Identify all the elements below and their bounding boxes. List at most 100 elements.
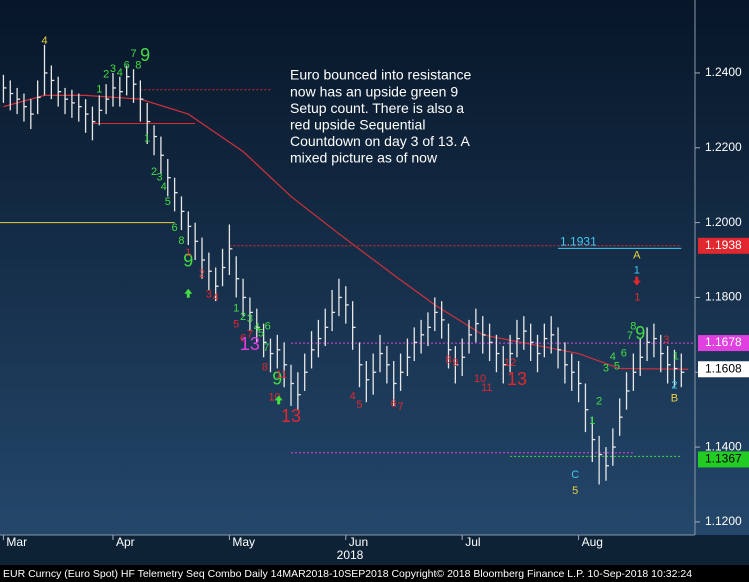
note-line: Countdown on day 3 of 13. A: [290, 133, 470, 149]
td-count: 9: [183, 251, 193, 271]
td-count: 2: [199, 268, 205, 280]
td-count: 8: [178, 235, 184, 247]
td-count: 1: [185, 247, 191, 259]
td-count: 5: [614, 361, 620, 373]
td-count: 7: [247, 329, 253, 341]
td-count: 7: [130, 48, 136, 60]
td-count: 4: [350, 390, 356, 402]
signal-arrow: [274, 395, 283, 405]
td-count: 1: [634, 264, 640, 276]
td-count: 13: [281, 406, 301, 426]
td-count: 12: [504, 357, 516, 369]
td-count: 5: [165, 196, 171, 208]
td-count: 8: [135, 59, 141, 71]
td-count: 6: [240, 332, 246, 344]
price-tag: [698, 335, 749, 352]
td-count: 7: [263, 342, 269, 354]
td-count: 9: [635, 323, 645, 343]
td-count: 6: [172, 222, 178, 234]
td-count: 9: [272, 368, 282, 388]
td-count: 4: [117, 67, 123, 79]
td-count: 8: [445, 354, 451, 366]
td-count: A: [633, 249, 641, 261]
td-count: 8: [630, 321, 636, 333]
td-count: 4: [41, 35, 47, 47]
td-count: 9: [140, 45, 150, 65]
moving-average: [3, 94, 689, 370]
x-tick-label: Mar: [6, 535, 27, 549]
td-count: 13: [240, 334, 260, 354]
td-count: 3: [110, 63, 116, 75]
footer: EUR Curncy (Euro Spot) HF Telemetry Seq …: [3, 568, 692, 580]
td-count: 6: [265, 321, 271, 333]
td-count: 3: [663, 334, 669, 346]
price-tag-label: 1.1608: [705, 361, 742, 375]
td-count: 6: [391, 398, 397, 410]
x-tick-label: Jun: [349, 535, 368, 549]
note-line: Setup count. There is also a: [290, 100, 464, 116]
y-tick-label: 1.1800: [705, 290, 742, 304]
td-count: 6: [124, 59, 130, 71]
td-count: 4: [213, 291, 219, 303]
td-count: 4: [161, 181, 167, 193]
td-count: 3: [156, 172, 162, 184]
level-label: 1.1931: [560, 235, 597, 249]
td-count: 2: [103, 69, 109, 81]
td-count: 7: [398, 401, 404, 413]
td-count: 11: [276, 369, 287, 381]
td-count: 1: [673, 350, 679, 362]
td-count: 9: [452, 357, 458, 369]
x-axis-background: [0, 535, 749, 565]
td-count: 7: [627, 330, 633, 342]
td-count: 5: [572, 485, 578, 497]
y-tick-label: 1.2200: [705, 140, 742, 154]
td-count: 5: [258, 328, 264, 340]
y-tick-label: 1.1200: [705, 514, 742, 528]
td-count: 1: [589, 415, 595, 427]
td-count: 3: [206, 288, 212, 300]
td-count: 1: [144, 132, 150, 144]
td-count: 2: [671, 379, 677, 391]
x-tick-label: Jul: [465, 535, 480, 549]
y-tick-label: 1.2400: [705, 65, 742, 79]
td-count: 10: [474, 373, 486, 385]
td-count: 6: [621, 347, 627, 359]
td-count: 1: [634, 291, 640, 303]
x-axis-label: 2018: [337, 548, 364, 562]
signal-arrow: [184, 288, 193, 298]
td-count: 2: [596, 395, 602, 407]
note-line: Euro bounced into resistance: [290, 67, 472, 83]
td-count: 5: [233, 318, 239, 330]
td-count: 5: [356, 399, 362, 411]
td-count: C: [571, 469, 579, 481]
y-tick-label: 1.1400: [705, 439, 742, 453]
td-count: 3: [247, 313, 253, 325]
price-tag: [698, 451, 749, 468]
td-count: 1: [233, 303, 239, 315]
td-count: 3: [603, 362, 609, 374]
price-tag-label: 1.1678: [705, 335, 742, 349]
price-tag: [698, 361, 749, 378]
x-tick-label: May: [232, 535, 255, 549]
td-count: B: [671, 392, 678, 404]
footer-background: [0, 565, 749, 582]
td-count: 4: [610, 351, 616, 363]
y-tick-label: 1.2000: [705, 215, 742, 229]
signal-arrow: [632, 276, 641, 286]
note-line: now has an upside green 9: [290, 83, 458, 99]
plot-background: [0, 0, 749, 535]
note-line: mixed picture as of now: [290, 150, 438, 166]
price-tag-label: 1.1367: [705, 452, 742, 466]
td-count: 13: [507, 369, 527, 389]
note-line: red upside Sequential: [290, 117, 425, 133]
td-count: 2: [151, 166, 157, 178]
td-count: 8: [262, 362, 268, 374]
x-tick-label: Apr: [116, 535, 135, 549]
price-tag-label: 1.1938: [705, 238, 742, 252]
td-count: 1: [96, 84, 102, 96]
price-tag: [698, 237, 749, 254]
x-tick-label: Aug: [582, 535, 603, 549]
td-count: 11: [481, 382, 492, 394]
td-count: 4: [254, 321, 260, 333]
